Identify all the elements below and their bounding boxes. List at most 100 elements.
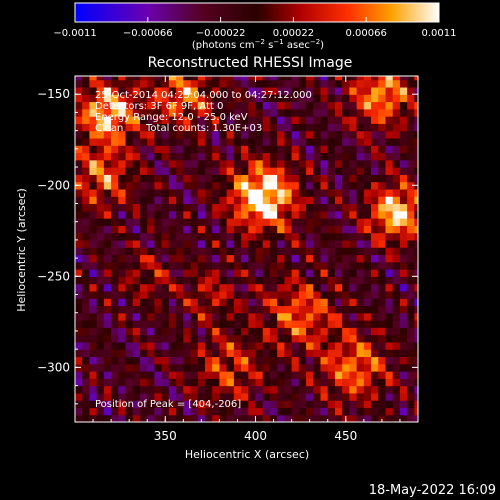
heatmap-pixel — [204, 392, 213, 401]
heatmap-pixel — [320, 210, 329, 219]
heatmap-pixel — [291, 407, 300, 416]
heatmap-pixel — [183, 341, 192, 350]
heatmap-pixel — [118, 86, 127, 95]
heatmap-pixel — [363, 130, 372, 139]
heatmap-pixel — [385, 320, 394, 328]
heatmap-pixel — [132, 349, 141, 358]
heatmap-pixel — [414, 320, 418, 328]
heatmap-pixel — [334, 283, 343, 292]
heatmap-pixel — [139, 407, 148, 416]
heatmap-pixel — [190, 108, 199, 117]
heatmap-pixel — [96, 385, 105, 394]
heatmap-pixel — [334, 232, 343, 241]
heatmap-pixel — [306, 312, 314, 321]
heatmap-pixel — [154, 108, 163, 117]
heatmap-pixel — [385, 239, 394, 248]
heatmap-pixel — [385, 392, 394, 401]
heatmap-pixel — [284, 290, 293, 299]
heatmap-pixel — [291, 312, 300, 321]
heatmap-pixel — [132, 130, 141, 139]
heatmap-pixel — [371, 392, 379, 401]
heatmap-pixel — [89, 232, 98, 241]
heatmap-pixel — [269, 232, 278, 241]
heatmap-pixel — [226, 76, 235, 81]
heatmap-pixel — [291, 225, 300, 234]
heatmap-pixel — [269, 385, 278, 394]
heatmap-pixel — [414, 130, 418, 139]
heatmap-pixel — [147, 305, 156, 314]
heatmap-pixel — [183, 94, 192, 103]
heatmap-image — [75, 76, 418, 422]
heatmap-pixel — [363, 116, 372, 124]
heatmap-pixel — [349, 94, 358, 103]
heatmap-pixel — [176, 334, 184, 343]
heatmap-pixel — [349, 203, 358, 212]
heatmap-pixel — [262, 407, 271, 416]
heatmap-pixel — [96, 130, 105, 139]
heatmap-pixel — [89, 210, 98, 219]
heatmap-pixel — [342, 327, 350, 336]
heatmap-pixel — [385, 101, 394, 110]
heatmap-pixel — [89, 363, 98, 372]
heatmap-pixel — [356, 152, 365, 161]
heatmap-pixel — [176, 298, 184, 307]
heatmap-pixel — [125, 276, 134, 285]
heatmap-pixel — [197, 290, 206, 299]
y-tick-label: −150 — [37, 87, 70, 101]
heatmap-pixel — [255, 94, 264, 103]
heatmap-pixel — [161, 334, 170, 343]
heatmap-pixel — [349, 341, 358, 350]
heatmap-pixel — [371, 356, 379, 365]
heatmap-pixel — [103, 341, 112, 350]
heatmap-pixel — [269, 203, 278, 212]
heatmap-pixel — [161, 159, 170, 168]
heatmap-pixel — [168, 76, 177, 81]
heatmap-pixel — [349, 385, 358, 394]
annotation-detectors: Detectors: 3F 6F 9F, Att 0 — [95, 101, 223, 112]
colorbar-tick-label: 0.00022 — [273, 28, 314, 39]
heatmap-pixel — [154, 305, 163, 314]
heatmap-pixel — [349, 167, 358, 175]
heatmap-pixel — [399, 79, 408, 88]
heatmap-pixel — [392, 363, 401, 372]
heatmap-pixel — [161, 283, 170, 292]
heatmap-pixel — [399, 86, 408, 95]
heatmap-pixel — [313, 225, 322, 234]
heatmap-pixel — [320, 167, 329, 175]
heatmap-pixel — [197, 305, 206, 314]
heatmap-pixel — [212, 137, 221, 146]
heatmap-pixel — [356, 188, 365, 197]
heatmap-pixel — [190, 407, 199, 416]
heatmap-pixel — [407, 261, 415, 270]
heatmap-pixel — [378, 356, 387, 365]
heatmap-pixel — [313, 327, 322, 336]
heatmap-pixel — [82, 86, 91, 95]
heatmap-pixel — [306, 334, 314, 343]
heatmap-pixel — [190, 159, 199, 168]
heatmap-pixel — [96, 254, 105, 263]
heatmap-pixel — [284, 108, 293, 117]
heatmap-pixel — [385, 116, 394, 124]
heatmap-pixel — [82, 261, 91, 270]
heatmap-pixel — [89, 305, 98, 314]
heatmap-pixel — [349, 356, 358, 365]
heatmap-pixel — [378, 363, 387, 372]
heatmap-pixel — [356, 283, 365, 292]
heatmap-pixel — [118, 130, 127, 139]
heatmap-pixel — [190, 218, 199, 226]
heatmap-pixel — [291, 269, 300, 277]
heatmap-pixel — [161, 363, 170, 372]
heatmap-pixel — [132, 123, 141, 132]
heatmap-pixel — [212, 86, 221, 95]
heatmap-pixel — [219, 349, 228, 358]
heatmap-pixel — [255, 407, 264, 416]
heatmap-pixel — [233, 371, 242, 379]
heatmap-pixel — [212, 181, 221, 190]
heatmap-pixel — [371, 312, 379, 321]
heatmap-pixel — [89, 327, 98, 336]
heatmap-pixel — [414, 86, 418, 95]
heatmap-pixel — [363, 210, 372, 219]
heatmap-pixel — [399, 269, 408, 277]
heatmap-pixel — [349, 174, 358, 183]
heatmap-pixel — [89, 276, 98, 285]
